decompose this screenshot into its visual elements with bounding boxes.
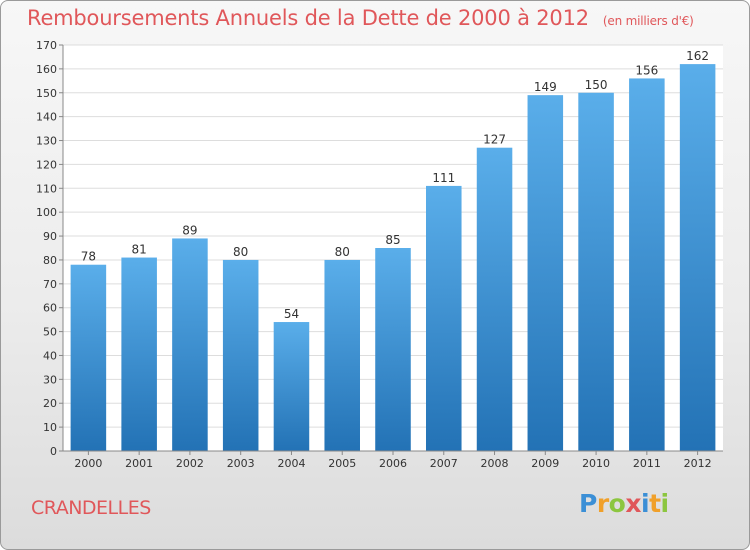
y-tick-label: 100	[36, 206, 57, 219]
y-tick-label: 140	[36, 111, 57, 124]
chart-title-text: Remboursements Annuels de la Dette de 20…	[27, 6, 589, 30]
bar-2008	[476, 147, 513, 451]
y-tick-label: 60	[43, 302, 57, 315]
x-tick-label: 2011	[633, 457, 661, 470]
town-name: CRANDELLES	[31, 497, 151, 519]
x-tick-label: 2000	[74, 457, 102, 470]
bar-value-label: 111	[432, 171, 455, 185]
bar-2007	[426, 185, 462, 451]
x-tick-label: 2010	[582, 457, 610, 470]
bar-value-label: 150	[585, 78, 608, 92]
y-tick-label: 90	[43, 230, 57, 243]
bar-value-label: 81	[132, 243, 147, 257]
bar-2012	[679, 64, 716, 451]
y-tick-label: 130	[36, 135, 57, 148]
y-tick-label: 20	[43, 397, 57, 410]
x-tick-label: 2004	[277, 457, 305, 470]
bar-2009	[527, 95, 564, 451]
x-tick-label: 2001	[125, 457, 153, 470]
y-tick-label: 70	[43, 278, 57, 291]
y-tick-label: 120	[36, 158, 57, 171]
x-tick-label: 2008	[481, 457, 509, 470]
bar-value-label: 162	[686, 49, 709, 63]
y-tick-label: 40	[43, 349, 57, 362]
y-tick-label: 10	[43, 421, 57, 434]
bar-2001	[121, 257, 157, 451]
bar-2010	[578, 92, 614, 451]
bar-2003	[222, 259, 259, 451]
x-tick-label: 2006	[379, 457, 407, 470]
x-tick-label: 2002	[176, 457, 204, 470]
bar-value-label: 85	[385, 233, 400, 247]
bar-2011	[629, 78, 665, 451]
y-tick-label: 30	[43, 373, 57, 386]
x-tick-label: 2009	[531, 457, 559, 470]
bar-value-label: 78	[81, 250, 96, 264]
bar-2000	[70, 264, 107, 451]
chart-title: Remboursements Annuels de la Dette de 20…	[27, 6, 694, 30]
bars: 78 81 89 80 54 80 85 111 127 149 150 156 162	[70, 49, 716, 451]
y-tick-label: 160	[36, 63, 57, 76]
bar-value-label: 80	[335, 245, 350, 259]
x-axis-ticks: 2000 2001 2002 2003 2004 2005 2006 2007 2008 2009…	[74, 451, 712, 470]
bar-2002	[172, 238, 208, 451]
bar-2005	[324, 259, 360, 451]
bar-2004	[273, 322, 310, 451]
y-tick-label: 50	[43, 326, 57, 339]
bar-value-label: 156	[635, 63, 658, 77]
bar-value-label: 127	[483, 133, 506, 147]
y-tick-label: 0	[50, 445, 57, 458]
y-axis-ticks: 0 10 20 30 40 50 60 70 80 90 100 110 120 130 140 150 160…	[36, 39, 63, 458]
bar-value-label: 80	[233, 245, 248, 259]
bar-value-label: 54	[284, 307, 299, 321]
y-tick-label: 80	[43, 254, 57, 267]
bar-value-label: 149	[534, 80, 557, 94]
x-tick-label: 2005	[328, 457, 356, 470]
y-tick-label: 170	[36, 39, 57, 52]
x-tick-label: 2007	[430, 457, 458, 470]
chart-unit: (en milliers d'€)	[602, 14, 694, 28]
bar-value-label: 89	[182, 223, 197, 237]
y-tick-label: 150	[36, 87, 57, 100]
y-tick-label: 110	[36, 182, 57, 195]
bar-2006	[375, 248, 411, 451]
x-tick-label: 2003	[227, 457, 255, 470]
x-tick-label: 2012	[684, 457, 712, 470]
proxiti-logo: Proxiti	[579, 489, 669, 518]
